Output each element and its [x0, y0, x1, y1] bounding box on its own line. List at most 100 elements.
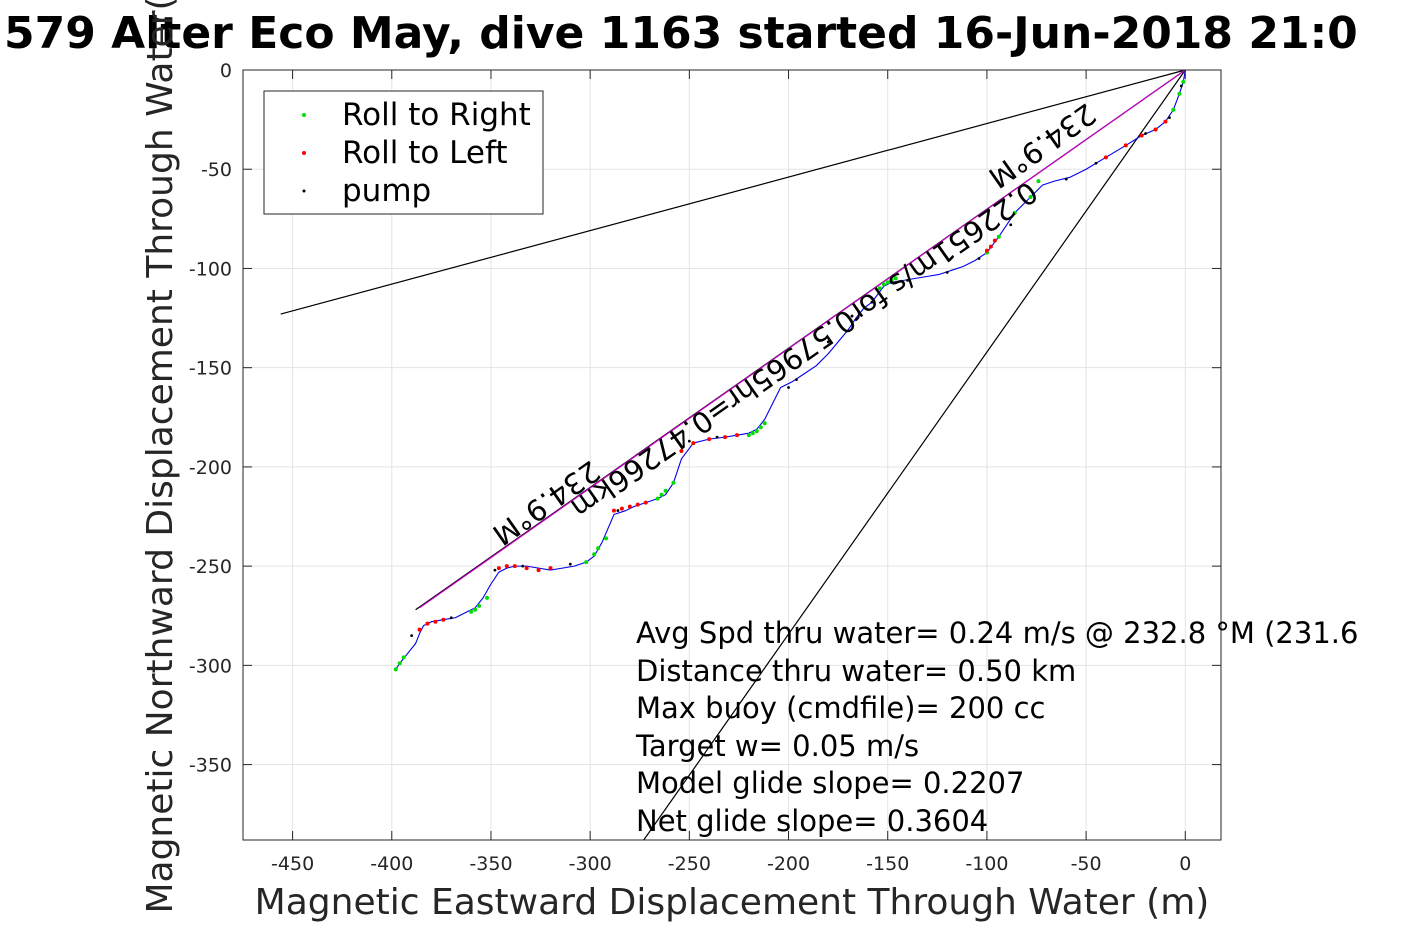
y-tick-label: -100: [189, 258, 232, 280]
roll-right-point: [1181, 79, 1186, 84]
pump-point: [715, 435, 719, 439]
roll-right-point: [746, 433, 751, 438]
legend-label-roll-left: Roll to Left: [342, 135, 508, 171]
roll-left-point: [548, 566, 553, 571]
roll-right-point: [1036, 179, 1041, 184]
roll-right-point: [893, 276, 898, 281]
stats-block: Avg Spd thru water= 0.24 m/s @ 232.8 °M …: [635, 616, 1358, 838]
roll-left-point: [1103, 155, 1108, 160]
ticks: -450 -400 -350 -300 -250 -200 -150 -100 -50 0 0 -50…: [189, 60, 1221, 875]
pump-point: [826, 340, 830, 344]
pump-point: [1144, 132, 1148, 135]
reference-line: [419, 69, 1186, 609]
legend-marker-roll-right: [302, 113, 306, 117]
roll-right-point: [1177, 91, 1182, 96]
roll-right-point: [754, 429, 759, 434]
roll-right-point: [1012, 210, 1017, 215]
stat-avg-speed: Avg Spd thru water= 0.24 m/s @ 232.8 °M …: [636, 616, 1358, 650]
x-tick-label: -250: [668, 853, 711, 875]
legend-label-roll-right: Roll to Right: [342, 97, 531, 133]
roll-right-point: [584, 560, 589, 565]
pump-point: [977, 257, 981, 260]
legend: Roll to Right Roll to Left pump: [263, 90, 544, 215]
roll-right-point: [881, 282, 886, 287]
roll-right-point: [671, 480, 676, 485]
pump-point: [687, 439, 691, 443]
pump-point: [521, 564, 525, 568]
roll-left-point: [992, 238, 997, 243]
roll-left-point: [512, 564, 517, 569]
pump-point: [870, 300, 874, 304]
pump-point: [616, 509, 620, 512]
x-tick-label: -200: [767, 853, 810, 875]
track-markers: [393, 79, 1186, 672]
legend-label-pump: pump: [342, 173, 431, 209]
x-tick-label: -100: [965, 853, 1008, 875]
pump-point: [945, 271, 949, 274]
stat-max-buoy: Max buoy (cmdfile)= 200 cc: [636, 691, 1045, 725]
roll-right-point: [1028, 195, 1033, 200]
roll-right-point: [604, 536, 609, 541]
pump-point: [568, 562, 572, 566]
roll-right-point: [1171, 107, 1176, 112]
roll-right-point: [877, 286, 882, 291]
x-tick-label: -50: [1071, 853, 1102, 875]
pump-point: [1009, 223, 1013, 227]
roll-left-point: [611, 508, 616, 513]
roll-right-point: [889, 278, 894, 283]
pump-point: [906, 278, 909, 282]
pump-point: [1179, 84, 1183, 88]
roll-right-point: [996, 234, 1001, 239]
roll-left-point: [679, 449, 684, 454]
roll-left-point: [707, 437, 712, 442]
roll-left-point: [627, 504, 632, 509]
chart-title: 579 Alter Eco May, dive 1163 started 16-…: [4, 8, 1358, 59]
roll-right-point: [401, 655, 406, 660]
legend-marker-roll-left: [302, 151, 306, 155]
y-tick-label: -200: [189, 457, 232, 479]
roll-left-point: [425, 621, 430, 626]
roll-left-point: [524, 566, 529, 571]
roll-left-point: [536, 568, 541, 573]
stat-model-glide: Model glide slope= 0.2207: [636, 766, 1024, 800]
roll-right-point: [885, 280, 890, 285]
roll-right-point: [750, 431, 755, 436]
pump-point: [787, 386, 790, 389]
pump-point: [1064, 177, 1068, 181]
roll-left-point: [1123, 143, 1128, 148]
x-tick-label: -450: [271, 853, 314, 875]
track-line: [395, 69, 1186, 670]
roll-left-point: [619, 506, 624, 511]
roll-right-point: [655, 496, 660, 501]
y-tick-label: 0: [220, 60, 232, 82]
y-tick-label: -350: [189, 755, 232, 777]
roll-left-point: [691, 441, 696, 446]
roll-right-point: [477, 603, 482, 608]
roll-left-point: [723, 435, 728, 440]
roll-right-point: [762, 421, 767, 426]
x-axis-label: Magnetic Eastward Displacement Through W…: [255, 882, 1210, 923]
pump-point: [1094, 161, 1098, 165]
roll-left-point: [1153, 127, 1158, 132]
y-tick-label: -50: [201, 159, 232, 181]
roll-right-point: [485, 595, 490, 600]
y-axis-label: Magnetic Northward Displacement Through …: [140, 0, 181, 914]
y-tick-label: -300: [189, 655, 232, 677]
pump-point: [410, 634, 414, 637]
x-tick-label: -350: [469, 853, 512, 875]
roll-right-point: [596, 546, 601, 551]
pump-point: [850, 314, 854, 318]
roll-right-point: [758, 425, 763, 430]
roll-left-point: [635, 502, 640, 507]
x-tick-label: -300: [569, 853, 612, 875]
x-tick-label: -400: [370, 853, 413, 875]
x-tick-label: -150: [866, 853, 909, 875]
roll-right-point: [592, 552, 597, 557]
stat-target-w: Target w= 0.05 m/s: [635, 729, 919, 763]
roll-left-point: [496, 566, 501, 571]
roll-right-point: [659, 492, 664, 497]
reference-line: [643, 69, 1186, 841]
pump-point: [1168, 116, 1171, 120]
y-tick-label: -150: [189, 358, 232, 380]
